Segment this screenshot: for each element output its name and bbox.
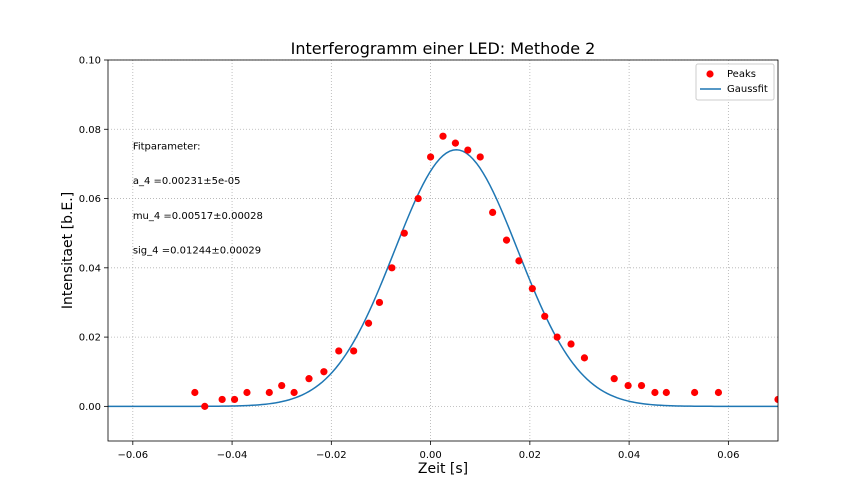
x-axis: −0.06 −0.04 −0.02 0.00 0.02 0.04 0.06 xyxy=(117,441,740,461)
peak-point xyxy=(624,381,632,390)
peak-point xyxy=(476,153,484,161)
x-axis-label: Zeit [s] xyxy=(418,461,468,477)
y-tick-label: 0.08 xyxy=(79,125,101,136)
fit-parameter-mu: mu_4 =0.00517±0.00028 xyxy=(133,211,263,222)
peak-point xyxy=(528,285,536,293)
x-tick-label: 0.02 xyxy=(519,450,541,461)
y-tick-label: 0.06 xyxy=(79,194,101,205)
peak-point xyxy=(502,236,511,244)
peak-point xyxy=(305,375,313,383)
y-tick-label: 0.10 xyxy=(79,56,101,67)
x-tick-label: −0.06 xyxy=(117,450,148,461)
legend-box xyxy=(695,63,775,101)
peak-point xyxy=(489,208,497,216)
peak-point xyxy=(439,132,447,140)
y-axis: 0.00 0.02 0.04 0.06 0.08 0.10 xyxy=(79,56,108,413)
peak-point xyxy=(651,388,659,397)
peak-point xyxy=(714,388,723,397)
peak-point xyxy=(388,264,396,272)
peak-point xyxy=(243,388,251,397)
legend-marker-peaks xyxy=(706,70,714,78)
peak-point xyxy=(553,333,561,341)
plot-frame xyxy=(107,59,779,442)
y-tick-label: 0.02 xyxy=(79,333,101,344)
peak-point xyxy=(637,381,646,390)
peak-point xyxy=(451,139,460,147)
peak-point xyxy=(580,354,589,362)
legend-label-peaks: Peaks xyxy=(727,69,756,80)
peak-point xyxy=(201,402,209,410)
chart-title: Interferogramm einer LED: Methode 2 xyxy=(291,39,596,58)
peak-point xyxy=(464,146,472,154)
peak-point xyxy=(191,388,199,397)
y-tick-label: 0.04 xyxy=(79,263,101,274)
peak-point xyxy=(414,194,422,203)
x-tick-label: 0.00 xyxy=(419,450,441,461)
peak-point xyxy=(567,340,575,348)
legend: Peaks Gaussfit xyxy=(695,63,775,101)
peak-point xyxy=(610,375,618,383)
peak-point xyxy=(230,395,239,404)
peak-point xyxy=(278,381,286,390)
peak-point xyxy=(662,388,670,397)
fit-layer xyxy=(108,149,778,408)
peak-point xyxy=(290,388,298,397)
fit-parameter-sigma: sig_4 =0.01244±0.00029 xyxy=(133,246,261,257)
y-tick-label: 0.00 xyxy=(79,402,101,413)
peak-point xyxy=(265,388,273,397)
fit-parameter-a: a_4 =0.00231±5e-05 xyxy=(133,176,241,187)
fit-parameters: Fitparameter: a_4 =0.00231±5e-05 mu_4 =0… xyxy=(133,142,263,257)
peak-point xyxy=(320,368,328,376)
peak-point xyxy=(350,347,358,355)
gaussfit-line xyxy=(108,149,778,408)
legend-label-gaussfit: Gaussfit xyxy=(727,84,768,95)
y-axis-label: Intensitaet [b.E.] xyxy=(60,192,76,309)
x-tick-label: −0.04 xyxy=(217,450,248,461)
x-tick-label: −0.02 xyxy=(316,450,347,461)
peak-point xyxy=(426,153,435,161)
fit-parameters-heading: Fitparameter: xyxy=(133,142,201,153)
peak-point xyxy=(774,395,778,404)
x-tick-label: 0.06 xyxy=(717,450,739,461)
peak-point xyxy=(691,388,699,397)
peak-point xyxy=(400,229,408,237)
peak-point xyxy=(515,257,523,265)
peak-point xyxy=(364,319,373,327)
peak-point xyxy=(375,298,384,307)
peak-point xyxy=(335,347,343,355)
peak-point xyxy=(541,312,549,320)
points-layer xyxy=(191,132,778,410)
x-tick-label: 0.04 xyxy=(618,450,640,461)
peak-point xyxy=(218,395,226,404)
